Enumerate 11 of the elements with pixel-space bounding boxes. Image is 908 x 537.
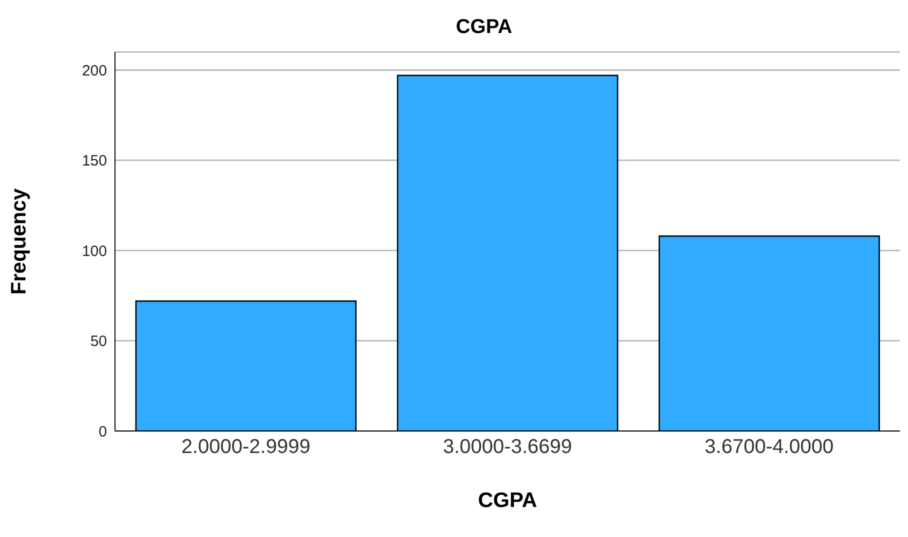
y-tick-label: 50 bbox=[90, 333, 107, 350]
x-tick-label: 2.0000-2.9999 bbox=[181, 436, 310, 458]
x-tick-label: 3.6700-4.0000 bbox=[704, 436, 834, 458]
x-tick-label: 3.0000-3.6699 bbox=[442, 436, 572, 458]
chart-title: CGPA bbox=[454, 16, 514, 39]
y-tick-label: 100 bbox=[82, 242, 107, 260]
y-tick-label: 0 bbox=[98, 423, 107, 440]
y-axis-title: Frequency bbox=[7, 188, 30, 295]
x-axis-title: CGPA bbox=[478, 489, 538, 512]
y-tick-label: 200 bbox=[82, 62, 107, 80]
y-tick-label: 150 bbox=[82, 152, 107, 170]
